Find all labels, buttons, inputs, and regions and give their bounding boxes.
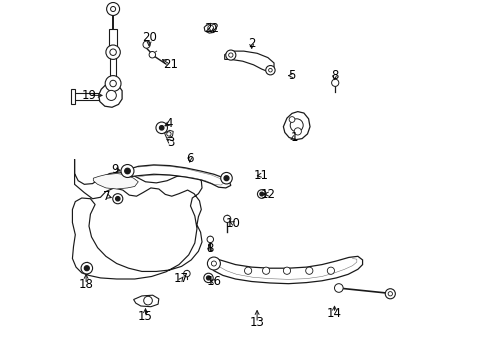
Text: 5: 5 (288, 69, 295, 82)
Bar (71, 89, 75, 104)
Circle shape (121, 165, 134, 177)
Circle shape (288, 117, 294, 122)
Circle shape (110, 6, 115, 12)
Circle shape (206, 236, 213, 243)
Text: 1: 1 (290, 131, 297, 144)
Circle shape (106, 3, 120, 15)
Circle shape (257, 190, 265, 198)
Circle shape (268, 68, 272, 72)
Polygon shape (93, 174, 138, 189)
Circle shape (331, 79, 338, 86)
Circle shape (326, 267, 334, 274)
Polygon shape (283, 112, 309, 140)
Circle shape (228, 53, 232, 57)
Circle shape (106, 90, 116, 100)
Text: 19: 19 (81, 89, 96, 102)
Circle shape (207, 25, 213, 31)
Circle shape (110, 80, 116, 87)
Circle shape (159, 126, 163, 130)
Text: 17: 17 (174, 273, 189, 285)
Circle shape (289, 119, 303, 132)
Text: 16: 16 (206, 275, 221, 288)
Circle shape (211, 261, 216, 266)
Text: 15: 15 (138, 310, 153, 323)
Circle shape (156, 122, 167, 134)
Circle shape (149, 51, 155, 58)
Text: 11: 11 (253, 169, 267, 182)
Text: 20: 20 (142, 31, 156, 44)
Text: 21: 21 (163, 58, 178, 71)
Polygon shape (72, 159, 202, 279)
Circle shape (223, 215, 230, 222)
Circle shape (265, 66, 275, 75)
Circle shape (166, 132, 171, 136)
Circle shape (106, 45, 120, 59)
Text: 22: 22 (203, 22, 219, 35)
Text: 7: 7 (103, 190, 110, 203)
Bar (109, 53, 116, 81)
Circle shape (305, 267, 312, 274)
Polygon shape (224, 51, 273, 72)
Circle shape (260, 192, 263, 196)
Polygon shape (209, 256, 362, 284)
Circle shape (84, 266, 89, 271)
Circle shape (183, 270, 190, 277)
Text: 18: 18 (79, 278, 93, 291)
Circle shape (262, 267, 269, 274)
Text: 8: 8 (205, 242, 213, 255)
Circle shape (206, 276, 210, 280)
Circle shape (225, 50, 235, 60)
Circle shape (224, 176, 228, 181)
Text: 2: 2 (247, 37, 255, 50)
Circle shape (203, 273, 213, 283)
Polygon shape (164, 130, 173, 138)
FancyArrowPatch shape (209, 249, 211, 252)
Circle shape (143, 296, 152, 305)
Circle shape (283, 267, 290, 274)
Text: 14: 14 (326, 307, 341, 320)
Bar (72, 93, 111, 100)
Circle shape (116, 197, 120, 201)
Circle shape (142, 41, 150, 48)
Circle shape (334, 284, 343, 292)
Circle shape (387, 292, 392, 296)
Text: 12: 12 (260, 188, 275, 201)
Text: 3: 3 (167, 136, 174, 149)
Circle shape (294, 128, 301, 135)
Polygon shape (99, 83, 122, 107)
Circle shape (110, 49, 116, 55)
Polygon shape (133, 295, 159, 307)
Circle shape (124, 168, 130, 174)
Bar (109, 29, 117, 50)
Text: 6: 6 (185, 152, 193, 165)
Text: 8: 8 (330, 69, 338, 82)
Circle shape (207, 257, 220, 270)
Circle shape (105, 76, 121, 91)
Circle shape (81, 262, 92, 274)
Circle shape (113, 194, 122, 204)
Polygon shape (126, 165, 230, 188)
Text: 13: 13 (249, 316, 264, 329)
Text: 10: 10 (225, 217, 240, 230)
Text: 4: 4 (165, 117, 172, 130)
Circle shape (385, 289, 394, 299)
Text: 9: 9 (111, 163, 119, 176)
Polygon shape (204, 23, 216, 33)
Circle shape (220, 172, 232, 184)
Circle shape (244, 267, 251, 274)
